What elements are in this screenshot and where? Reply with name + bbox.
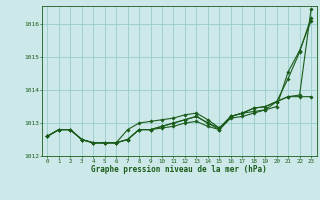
- X-axis label: Graphe pression niveau de la mer (hPa): Graphe pression niveau de la mer (hPa): [91, 165, 267, 174]
